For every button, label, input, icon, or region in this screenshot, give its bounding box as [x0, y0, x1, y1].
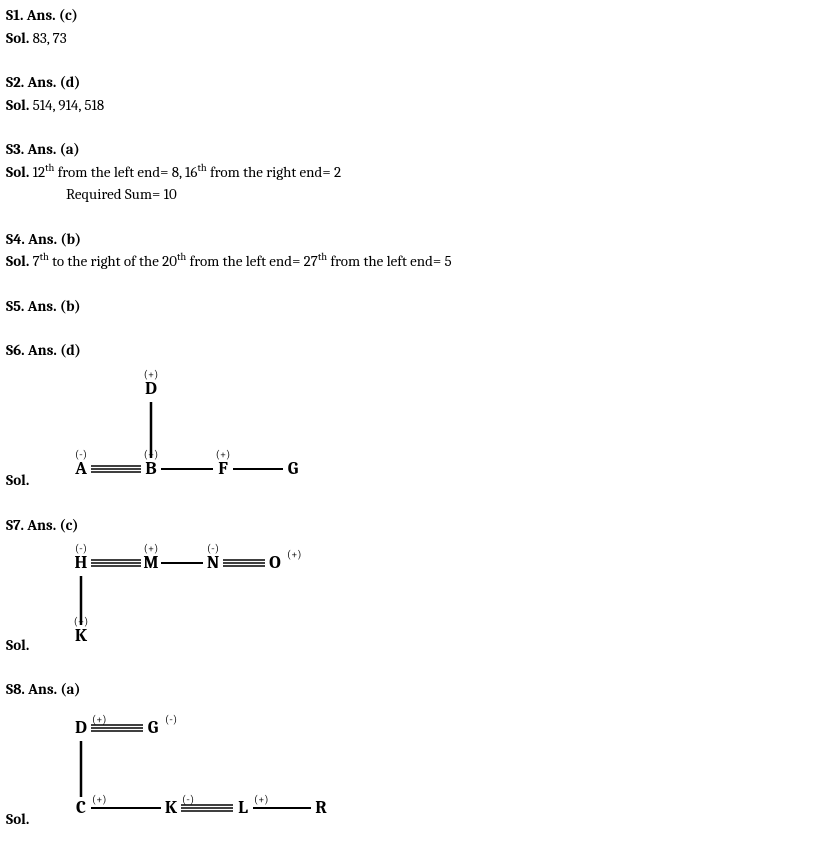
svg-text:R: R	[316, 797, 328, 818]
svg-text:(-): (-)	[207, 542, 219, 555]
s8-block: S8. Ans. (a) Sol. D (+) G (-) C (+) K (-) L (+) R	[6, 678, 826, 831]
s5-block: S5. Ans. (b)	[6, 295, 826, 318]
s4-sol: Sol. 7th to the right of the 20th from t…	[6, 250, 826, 273]
svg-text:(+): (+)	[144, 542, 159, 555]
s3-text-a: 12	[29, 163, 45, 181]
s8-sol: Sol. D (+) G (-) C (+) K (-) L (+) R	[6, 701, 826, 831]
sol-label: Sol.	[6, 808, 29, 831]
s7-diagram: H(-)M(+)N(-)O(+)K(+)	[33, 536, 313, 656]
s1-sol: Sol. 83, 73	[6, 27, 826, 50]
svg-text:(+): (+)	[216, 448, 231, 461]
s3-heading: S3. Ans. (a)	[6, 138, 826, 161]
svg-text:D: D	[145, 378, 157, 399]
svg-text:(+): (+)	[254, 793, 269, 806]
svg-text:(-): (-)	[75, 542, 87, 555]
svg-text:B: B	[146, 458, 157, 479]
sol-label: Sol.	[6, 96, 29, 114]
s8-diagram: D (+) G (-) C (+) K (-) L (+) R	[33, 701, 353, 831]
s2-sol-text: 514, 914, 518	[29, 96, 104, 114]
svg-text:A: A	[74, 458, 87, 479]
s2-sol: Sol. 514, 914, 518	[6, 94, 826, 117]
sol-label: Sol.	[6, 252, 29, 270]
s7-sol: Sol. H(-)M(+)N(-)O(+)K(+)	[6, 536, 826, 656]
sol-label: Sol.	[6, 29, 29, 47]
sup-th: th	[177, 251, 186, 263]
s6-diagram: A(-)B(+)F(+)GD(+)	[33, 362, 333, 492]
svg-text:D: D	[75, 717, 87, 738]
s7-block: S7. Ans. (c) Sol. H(-)M(+)N(-)O(+)K(+)	[6, 514, 826, 657]
svg-text:(+): (+)	[144, 368, 159, 381]
svg-text:(-): (-)	[182, 793, 194, 806]
sup-th: th	[40, 251, 49, 263]
svg-text:K: K	[75, 625, 88, 646]
s3-sol: Sol. 12th from the left end= 8, 16th fro…	[6, 161, 826, 184]
svg-text:(+): (+)	[287, 548, 302, 561]
svg-text:K: K	[165, 797, 178, 818]
s3-req: Required Sum= 10	[6, 183, 826, 206]
svg-text:(+): (+)	[74, 615, 89, 628]
s6-block: S6. Ans. (d) Sol. A(-)B(+)F(+)GD(+)	[6, 339, 826, 492]
s6-sol: Sol. A(-)B(+)F(+)GD(+)	[6, 362, 826, 492]
s7-heading: S7. Ans. (c)	[6, 514, 826, 537]
s4-text-b: to the right of the 20	[49, 252, 177, 270]
svg-text:(+): (+)	[144, 448, 159, 461]
s1-block: S1. Ans. (c) Sol. 83, 73	[6, 4, 826, 49]
sup-th: th	[45, 162, 54, 174]
svg-text:(+): (+)	[92, 793, 107, 806]
sol-label: Sol.	[6, 163, 29, 181]
s6-heading: S6. Ans. (d)	[6, 339, 826, 362]
s4-text-d: from the left end= 5	[327, 252, 452, 270]
s4-block: S4. Ans. (b) Sol. 7th to the right of th…	[6, 228, 826, 273]
svg-text:N: N	[207, 552, 219, 573]
s1-sol-text: 83, 73	[29, 29, 66, 47]
s4-text-a: 7	[29, 252, 39, 270]
s5-heading: S5. Ans. (b)	[6, 295, 826, 318]
sup-th: th	[197, 162, 206, 174]
svg-text:G: G	[288, 458, 299, 479]
svg-text:(-): (-)	[165, 713, 177, 726]
s2-heading: S2. Ans. (d)	[6, 71, 826, 94]
svg-text:G: G	[148, 717, 159, 738]
s3-text-b: from the left end= 8, 16	[54, 163, 197, 181]
s8-heading: S8. Ans. (a)	[6, 678, 826, 701]
s3-block: S3. Ans. (a) Sol. 12th from the left end…	[6, 138, 826, 206]
svg-text:H: H	[75, 552, 88, 573]
s4-text-c: from the left end= 27	[186, 252, 318, 270]
sol-label: Sol.	[6, 634, 29, 657]
s4-heading: S4. Ans. (b)	[6, 228, 826, 251]
svg-text:L: L	[238, 797, 248, 818]
sup-th: th	[318, 251, 327, 263]
s1-heading: S1. Ans. (c)	[6, 4, 826, 27]
svg-text:F: F	[218, 458, 228, 479]
svg-text:O: O	[269, 552, 281, 573]
svg-text:C: C	[76, 797, 86, 818]
sol-label: Sol.	[6, 469, 29, 492]
s3-text-c: from the right end= 2	[207, 163, 341, 181]
s2-block: S2. Ans. (d) Sol. 514, 914, 518	[6, 71, 826, 116]
svg-text:(-): (-)	[75, 448, 87, 461]
svg-text:M: M	[144, 552, 159, 573]
svg-text:(+): (+)	[92, 713, 107, 726]
